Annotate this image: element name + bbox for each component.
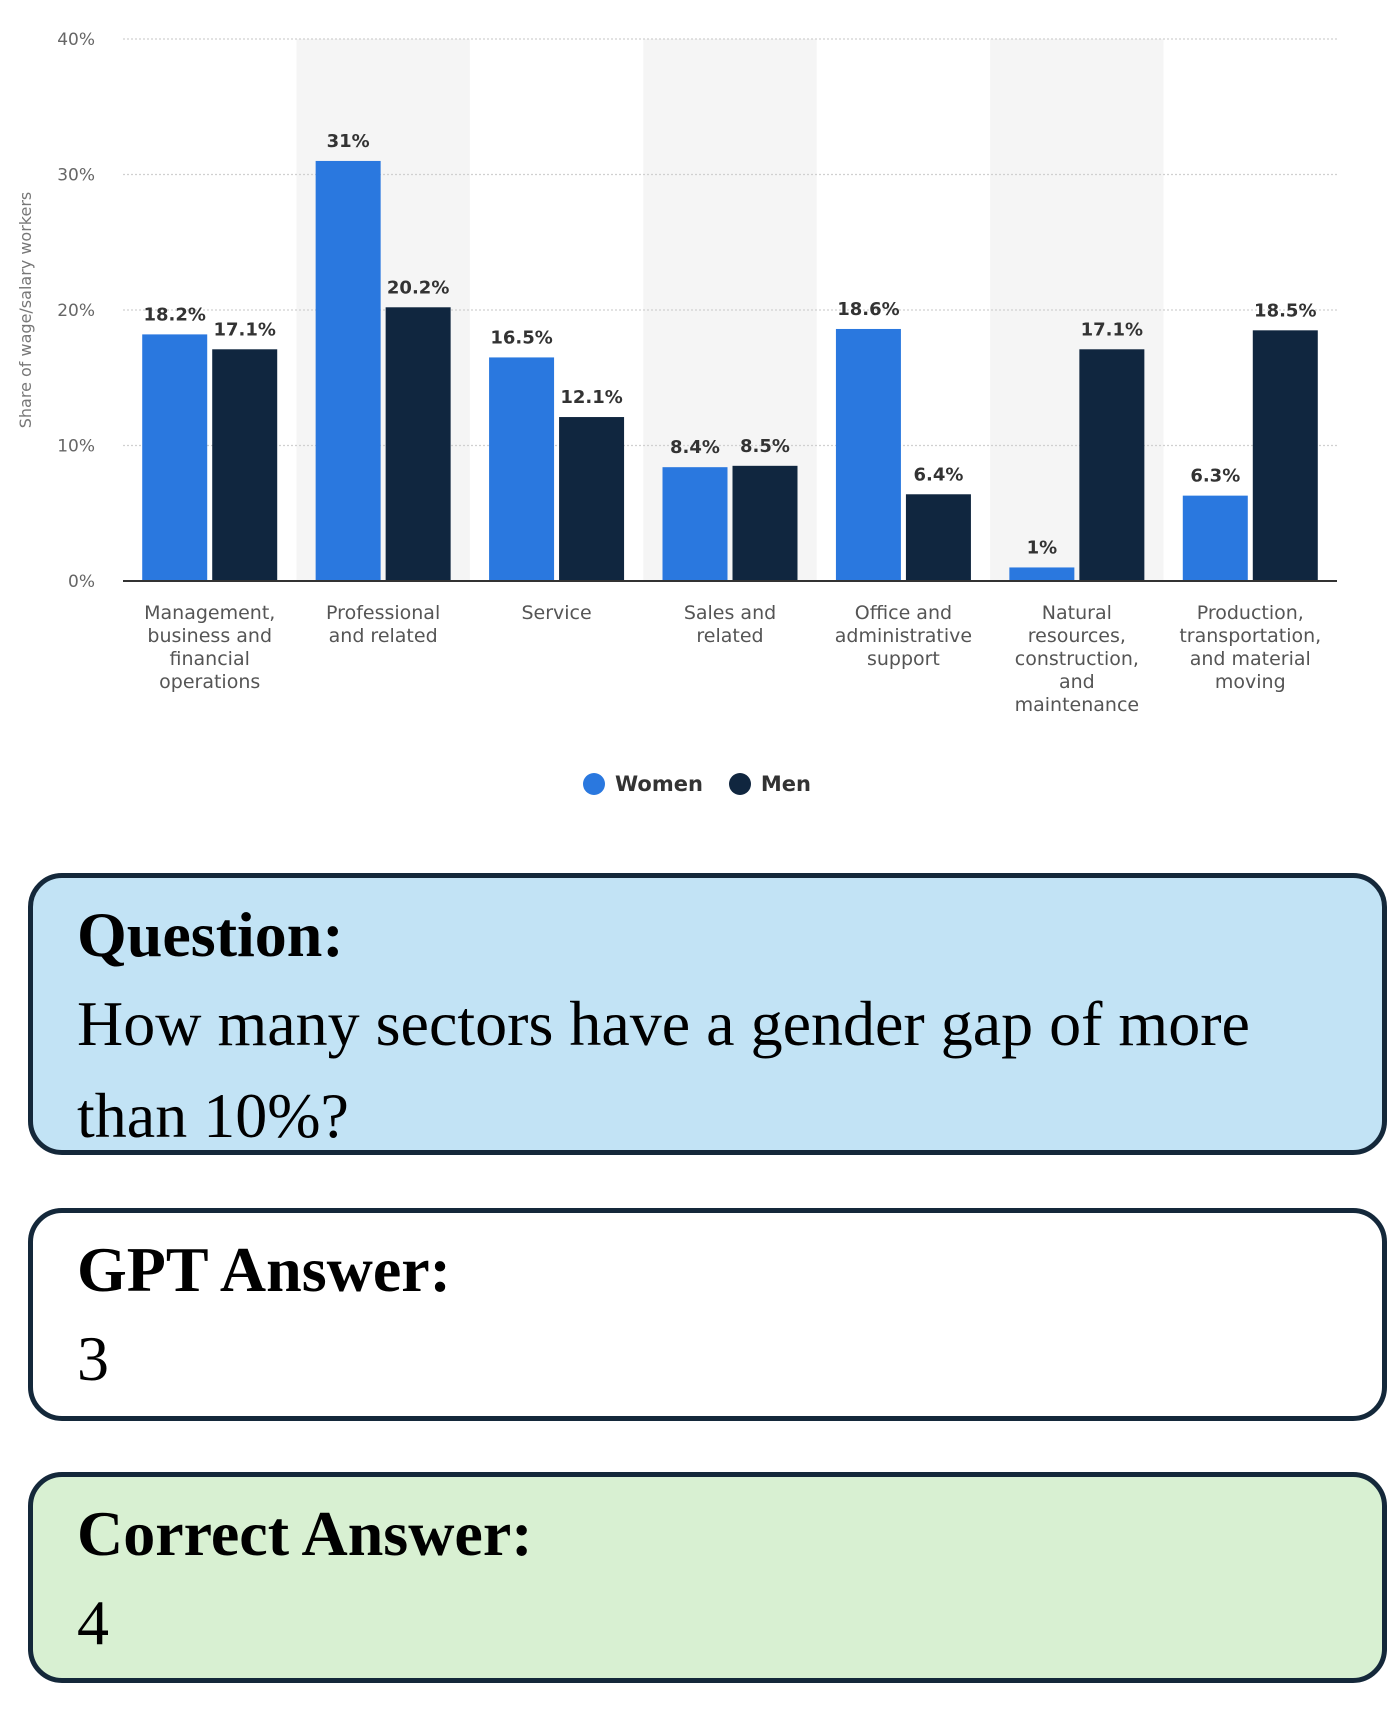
bar-value-label: 6.3%	[1190, 466, 1240, 487]
bar-women	[315, 160, 381, 581]
bar-men	[905, 494, 971, 581]
bar-value-label: 20.2%	[387, 277, 449, 298]
bar-value-label: 17.1%	[1081, 319, 1143, 340]
x-category-label: Professional and related	[326, 602, 440, 647]
chart-legend: Women Men	[0, 772, 1394, 796]
legend-dot-women	[582, 773, 605, 795]
bar-men	[559, 417, 625, 581]
bar-men	[212, 349, 278, 581]
gpt-answer-box: GPT Answer: 3	[28, 1208, 1387, 1421]
gpt-answer-value: 3	[77, 1323, 109, 1394]
bar-women	[1009, 567, 1075, 581]
bar-women	[142, 334, 208, 581]
x-category-label: Natural resources, construction, and mainten…	[1015, 602, 1139, 716]
bar-value-label: 17.1%	[213, 319, 275, 340]
x-category-label: Service	[521, 602, 591, 624]
x-category-label: Management, business and financial operatio…	[144, 602, 275, 693]
correct-answer-value: 4	[77, 1587, 109, 1658]
y-tick-label: 10%	[57, 437, 95, 457]
correct-answer-title: Correct Answer:	[77, 1498, 533, 1569]
question-title: Question:	[77, 899, 344, 970]
bar-value-label: 18.5%	[1254, 300, 1316, 321]
x-category-label: Office and administrative support	[835, 602, 972, 670]
y-tick-label: 30%	[57, 166, 95, 186]
bar-value-label: 31%	[327, 131, 370, 152]
x-category-label: Production, transportation, and material mo…	[1179, 602, 1321, 693]
gpt-answer-title: GPT Answer:	[77, 1234, 451, 1305]
bar-women	[662, 467, 728, 581]
bar-value-label: 18.2%	[143, 304, 205, 325]
legend-label-women: Women	[614, 772, 703, 796]
bar-value-label: 16.5%	[490, 327, 552, 348]
legend-dot-men	[728, 773, 751, 795]
legend-label-men: Men	[760, 772, 811, 796]
y-tick-label: 20%	[57, 301, 95, 321]
question-text: How many sectors have a gender gap of mo…	[77, 988, 1250, 1151]
bar-chart: 0% 10% 20% 30% 40% Share of wage/salary worke…	[16, 30, 1337, 716]
bar-women	[835, 328, 901, 581]
bar-men	[732, 465, 798, 581]
bar-value-label: 12.1%	[560, 387, 622, 408]
bar-value-label: 6.4%	[913, 464, 963, 485]
bar-value-label: 18.6%	[837, 299, 899, 320]
bar-men	[385, 307, 451, 581]
bar-value-label: 1%	[1027, 537, 1058, 558]
bar-women	[1182, 495, 1248, 581]
y-tick-label: 0%	[68, 572, 95, 592]
legend-item-men[interactable]: Men	[728, 772, 811, 796]
bar-women	[489, 357, 555, 581]
bar-men	[1252, 330, 1318, 581]
correct-answer-box: Correct Answer: 4	[28, 1472, 1387, 1683]
legend-item-women[interactable]: Women	[582, 772, 703, 796]
y-tick-label: 40%	[57, 30, 95, 50]
bar-value-label: 8.5%	[740, 436, 790, 457]
bar-men	[1079, 349, 1145, 581]
bar-value-label: 8.4%	[670, 437, 720, 458]
question-box: Question: How many sectors have a gender…	[28, 873, 1387, 1155]
y-axis-title: Share of wage/salary workers	[16, 192, 35, 428]
x-category-label: Sales and related	[684, 602, 776, 647]
